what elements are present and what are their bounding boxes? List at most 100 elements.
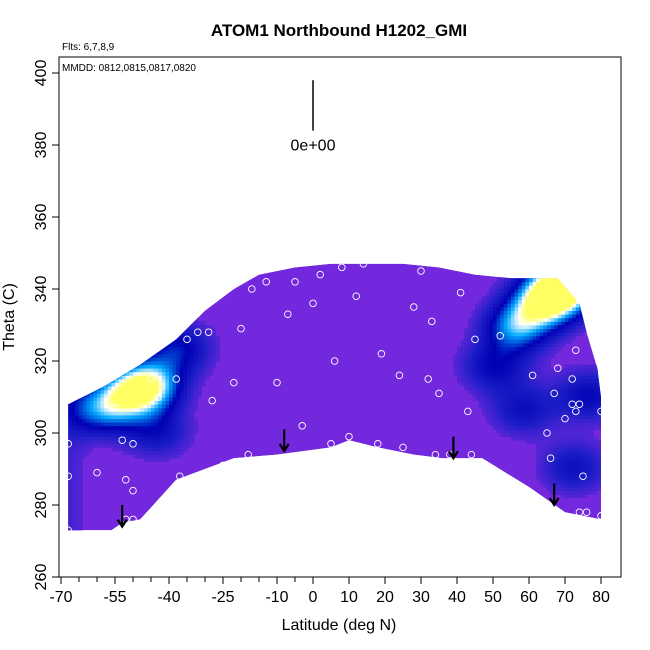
field-cell [205,335,209,340]
field-cell [165,332,170,337]
sample-point [262,278,270,286]
field-cell [500,404,505,409]
field-cell [467,328,472,333]
field-cell [172,357,177,362]
field-cell [557,263,562,268]
field-cell [593,415,598,419]
field-cell [543,440,548,445]
field-cell [579,303,584,308]
field-cell [579,278,584,283]
field-cell [68,501,73,506]
field-cell [71,429,76,434]
field-cell [565,393,569,398]
field-cell [161,400,166,405]
field-cell [154,433,159,437]
field-cell [215,335,220,340]
field-cell [550,443,555,448]
field-cell [71,436,76,441]
field-cell [61,386,65,390]
field-cell [143,339,148,344]
field-cell [561,267,566,272]
field-cell [565,454,569,459]
field-cell [597,479,601,484]
field-cell [97,422,101,427]
field-cell [143,454,148,459]
field-cell [176,332,181,337]
field-cell [147,375,152,380]
field-cell [547,382,551,387]
sample-point [93,468,101,477]
field-cell [554,314,559,319]
field-cell [71,415,76,419]
field-cell [586,490,591,495]
field-cell [118,379,123,383]
field-cell [565,328,569,333]
field-cell [561,271,566,275]
field-cell [561,397,566,401]
field-cell [529,335,533,340]
field-cell [111,379,116,383]
field-cell [536,454,541,459]
sample-point [64,440,72,448]
field-cell [485,335,490,340]
field-cell [493,325,497,329]
field-cell [554,343,559,347]
scale-label: 0e+00 [291,138,336,155]
field-cell [75,526,80,531]
field-cell [205,343,209,347]
field-cell [511,418,515,423]
field-cell [586,393,591,398]
field-cell [529,425,533,430]
field-cell [75,515,80,520]
field-cell [161,451,166,455]
field-cell [550,429,555,434]
field-cell [594,253,598,257]
field-cell [521,350,526,355]
field-cell [543,404,548,409]
field-cell [543,465,548,470]
field-cell [485,404,490,409]
field-cell [489,350,494,355]
field-cell [122,361,127,365]
field-cell [543,339,548,344]
field-cell [590,325,595,329]
field-cell [136,407,141,412]
field-cell [86,400,91,405]
field-cell [503,285,508,290]
field-cell [154,451,159,455]
field-cell [601,455,605,459]
field-cell [118,415,123,419]
field-cell [104,436,109,441]
field-cell [493,418,497,423]
field-cell [197,328,202,333]
field-cell [536,314,541,319]
field-cell [107,404,112,409]
field-cell [554,281,559,286]
field-cell [525,371,530,376]
field-cell [111,389,116,394]
field-cell [464,335,469,340]
field-cell [187,317,191,322]
field-cell [547,350,551,355]
field-cell [158,436,163,441]
field-cell [79,422,83,427]
field-cell [575,400,580,405]
field-cell [97,368,101,373]
field-cell [82,447,87,452]
y-tick-label: 320 [33,348,50,375]
field-cell [583,310,587,315]
field-cell [179,451,184,455]
field-cell [525,425,530,430]
field-cell [75,508,80,513]
field-cell [111,436,116,441]
field-cell [169,382,173,387]
field-cell [147,436,152,441]
field-cell [547,425,551,430]
field-cell [575,285,580,290]
field-cell [568,429,573,434]
field-cell [61,354,65,358]
field-cell [593,289,598,293]
field-cell [79,271,83,275]
field-cell [529,411,533,416]
field-cell [115,389,119,394]
